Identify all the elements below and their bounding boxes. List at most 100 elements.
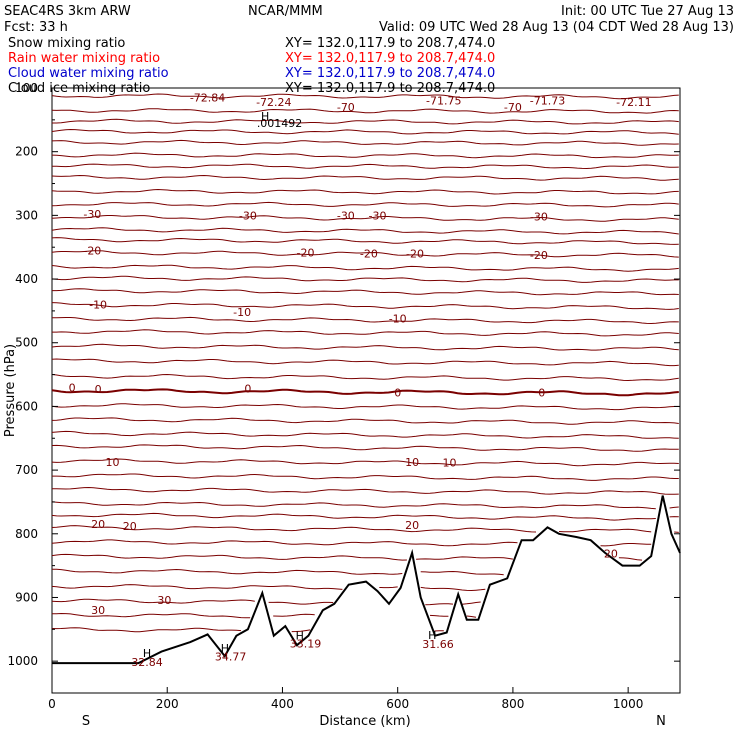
contour-label: 0 bbox=[69, 381, 76, 394]
annotation-label: -72.24 bbox=[256, 96, 291, 109]
contour-label: -30 bbox=[369, 209, 387, 222]
contour-label: 30 bbox=[91, 604, 105, 617]
annotation-label: H bbox=[296, 630, 304, 643]
terrain bbox=[52, 495, 681, 665]
contour-label: 10 bbox=[405, 456, 419, 469]
contours bbox=[51, 93, 679, 633]
contour-label: 20 bbox=[405, 519, 419, 532]
annotation-label: -72.84 bbox=[190, 92, 225, 105]
contour-line bbox=[51, 525, 679, 533]
valid-label: Valid: 09 UTC Wed 28 Aug 13 (04 CDT Wed … bbox=[379, 20, 734, 35]
contour-line bbox=[51, 458, 679, 467]
annotation-label: H bbox=[261, 110, 269, 123]
center-label: NCAR/MMM bbox=[248, 4, 323, 19]
annotation-label: 34.77 bbox=[215, 651, 247, 664]
contour-line bbox=[51, 108, 679, 114]
annotation-label: H bbox=[143, 647, 151, 660]
contour-label: -20 bbox=[406, 248, 424, 261]
contour-label: -30 bbox=[239, 209, 257, 222]
contour-line bbox=[51, 227, 679, 235]
annotation-label: -71.73 bbox=[530, 95, 565, 108]
contour-label: 20 bbox=[91, 518, 105, 531]
contour-line bbox=[51, 343, 679, 351]
contour-label: -10 bbox=[389, 313, 407, 326]
plot-area: -70 -70 -30 -30 -30 -30 -30 -20 -20 -20 -20 -20 -10 -… bbox=[51, 87, 681, 694]
annotation-label: 31.66 bbox=[422, 638, 454, 651]
contour-label: 20 bbox=[604, 548, 618, 561]
contour-line bbox=[51, 250, 679, 258]
contour-line bbox=[51, 417, 679, 425]
contour-line bbox=[51, 403, 679, 411]
contour-line bbox=[51, 215, 679, 222]
contour-line bbox=[51, 373, 679, 382]
y-tick-label: 1000 bbox=[7, 654, 38, 668]
contour-label: 30 bbox=[157, 594, 171, 607]
contour-line bbox=[52, 118, 679, 125]
contour-line bbox=[51, 93, 679, 100]
legend-entry-name: Snow mixing ratio bbox=[8, 36, 125, 51]
y-tick-label: 200 bbox=[15, 145, 38, 159]
zero-contour-line bbox=[51, 388, 679, 397]
annotation-label: 33.19 bbox=[290, 637, 322, 650]
contour-line bbox=[52, 568, 504, 576]
legend-entry-xy: XY= 132.0,117.9 to 208.7,474.0 bbox=[285, 66, 495, 81]
legend: Snow mixing ratio XY= 132.0,117.9 to 208.… bbox=[8, 36, 495, 96]
annotation-label: -72.11 bbox=[616, 96, 651, 109]
contour-label: 0 bbox=[538, 386, 545, 399]
contour-line bbox=[52, 473, 679, 481]
forecast-label: Fcst: 33 h bbox=[4, 20, 68, 35]
y-tick-label: 300 bbox=[15, 208, 38, 222]
contour-label: -10 bbox=[89, 299, 107, 312]
y-tick-label: 600 bbox=[15, 399, 38, 413]
x-end-label-north: N bbox=[656, 714, 666, 729]
contour-line bbox=[51, 139, 679, 146]
model-label: SEAC4RS 3km ARW bbox=[4, 4, 131, 19]
contour-line bbox=[51, 553, 643, 561]
annotation-label: H bbox=[221, 642, 229, 655]
legend-entry-xy: XY= 132.0,117.9 to 208.7,474.0 bbox=[285, 51, 495, 66]
contour-label: 20 bbox=[123, 520, 137, 533]
x-tick-label: 0 bbox=[48, 697, 56, 711]
contour-label: 10 bbox=[105, 456, 119, 469]
contour-line bbox=[51, 584, 486, 592]
contour-line bbox=[51, 152, 679, 159]
x-tick-label: 800 bbox=[501, 697, 524, 711]
x-axis: 0 200 400 600 800 1000 S N bbox=[48, 687, 666, 729]
contour-line bbox=[52, 288, 679, 296]
contour-line bbox=[52, 163, 679, 170]
contour-label: 0 bbox=[244, 383, 251, 396]
x-tick-label: 600 bbox=[386, 697, 409, 711]
legend-entry-xy: XY= 132.0,117.9 to 208.7,474.0 bbox=[285, 36, 495, 51]
contour-label: -20 bbox=[297, 246, 315, 259]
contour-line bbox=[51, 512, 679, 521]
legend-entry-name: Rain water mixing ratio bbox=[8, 51, 160, 66]
contour-line bbox=[51, 128, 679, 135]
contour-line bbox=[51, 501, 679, 510]
contour-line bbox=[51, 174, 679, 181]
annotations: -72.84 -72.24 -71.75 -71.73 -72.11H.001492H3… bbox=[131, 92, 651, 669]
y-tick-label: 900 bbox=[15, 590, 38, 604]
annotation-label: -71.75 bbox=[426, 95, 461, 108]
x-axis-label: Distance (km) bbox=[319, 714, 410, 729]
y-tick-label: 700 bbox=[15, 463, 38, 477]
contour-line bbox=[51, 486, 679, 495]
y-tick-label: 400 bbox=[15, 272, 38, 286]
contour-line bbox=[51, 237, 679, 245]
init-label: Init: 00 UTC Tue 27 Aug 13 bbox=[561, 4, 734, 19]
contour-line bbox=[52, 329, 679, 337]
y-tick-label: 100 bbox=[15, 81, 38, 95]
y-axis-label: Pressure (hPa) bbox=[3, 344, 18, 437]
annotation-label: 32.84 bbox=[131, 656, 163, 669]
contour-line bbox=[51, 444, 679, 452]
contour-line bbox=[51, 612, 477, 619]
contour-line bbox=[51, 201, 679, 208]
contour-labels: -70 -70 -30 -30 -30 -30 -30 -20 -20 -20 -20 -20 -10 -… bbox=[69, 101, 618, 617]
contour-line bbox=[52, 540, 679, 546]
contour-label: -20 bbox=[83, 244, 101, 257]
contour-label: -10 bbox=[233, 306, 251, 319]
annotation-label: .001492 bbox=[257, 117, 303, 130]
figure-header: SEAC4RS 3km ARW NCAR/MMM Init: 00 UTC Tu… bbox=[4, 4, 734, 35]
